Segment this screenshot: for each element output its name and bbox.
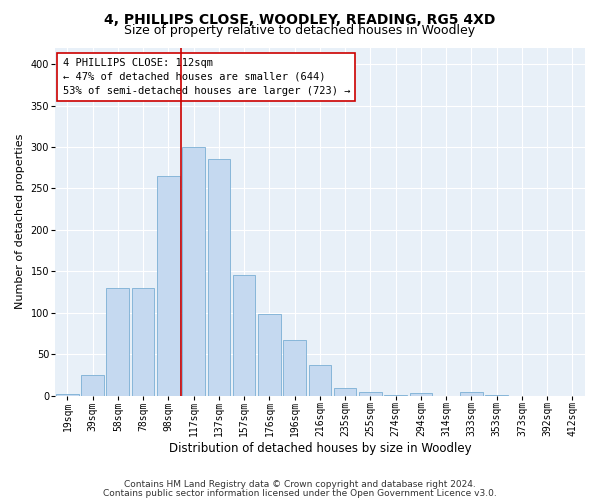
Bar <box>359 392 382 396</box>
Bar <box>334 388 356 396</box>
Bar <box>81 375 104 396</box>
Bar <box>56 394 79 396</box>
Bar <box>258 314 281 396</box>
Bar <box>157 176 180 396</box>
Bar <box>485 395 508 396</box>
Y-axis label: Number of detached properties: Number of detached properties <box>15 134 25 310</box>
Bar <box>182 147 205 396</box>
Bar <box>132 288 154 396</box>
Bar <box>308 365 331 396</box>
Bar <box>208 160 230 396</box>
Bar <box>283 340 306 396</box>
Text: 4 PHILLIPS CLOSE: 112sqm
← 47% of detached houses are smaller (644)
53% of semi-: 4 PHILLIPS CLOSE: 112sqm ← 47% of detach… <box>62 58 350 96</box>
Bar <box>106 288 129 396</box>
Bar <box>384 395 407 396</box>
Text: Contains HM Land Registry data © Crown copyright and database right 2024.: Contains HM Land Registry data © Crown c… <box>124 480 476 489</box>
Text: 4, PHILLIPS CLOSE, WOODLEY, READING, RG5 4XD: 4, PHILLIPS CLOSE, WOODLEY, READING, RG5… <box>104 12 496 26</box>
Bar <box>410 393 432 396</box>
Bar <box>233 276 256 396</box>
Text: Size of property relative to detached houses in Woodley: Size of property relative to detached ho… <box>124 24 476 37</box>
Text: Contains public sector information licensed under the Open Government Licence v3: Contains public sector information licen… <box>103 488 497 498</box>
Bar <box>460 392 483 396</box>
X-axis label: Distribution of detached houses by size in Woodley: Distribution of detached houses by size … <box>169 442 471 455</box>
